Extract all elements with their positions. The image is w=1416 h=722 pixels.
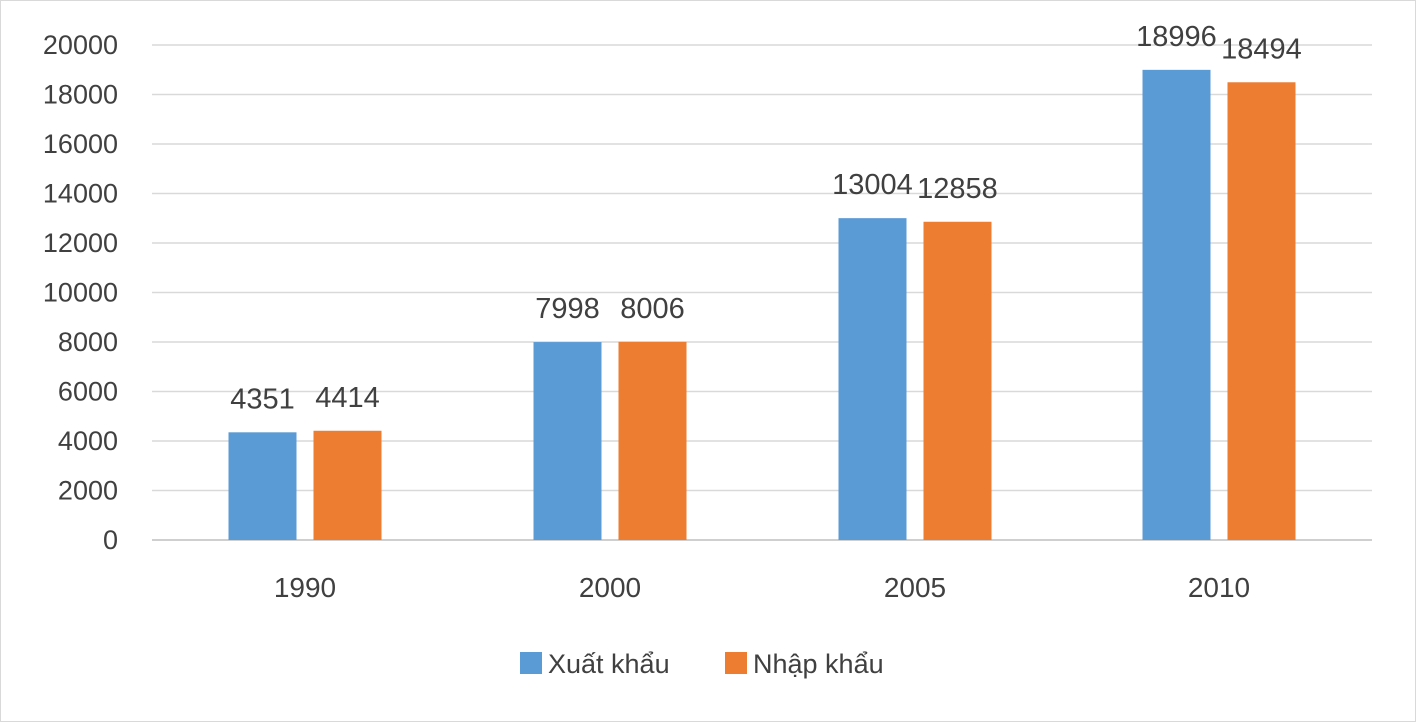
bar-nhap-khau-2000 (618, 341, 687, 540)
x-axis-ticks: 1990 2000 2005 2010 (274, 572, 1250, 603)
bar-nhap-khau-2005 (923, 221, 992, 540)
legend-label: Xuất khẩu (548, 649, 670, 679)
x-tick-label: 1990 (274, 572, 336, 603)
y-tick-label: 2000 (58, 476, 118, 506)
bar-xuat-khau-2010 (1142, 69, 1211, 540)
y-tick-label: 18000 (43, 80, 118, 110)
data-labels: 4351 4414 7998 8006 13004 12858 18996 18494 (230, 21, 1302, 415)
y-tick-label: 8000 (58, 327, 118, 357)
y-tick-label: 12000 (43, 228, 118, 258)
bar-nhap-khau-2010 (1227, 82, 1296, 540)
bar-xuat-khau-2000 (533, 342, 602, 540)
data-label: 8006 (620, 293, 685, 325)
y-tick-label: 0 (103, 525, 118, 555)
bar-xuat-khau-2005 (838, 218, 907, 540)
y-tick-label: 10000 (43, 278, 118, 308)
y-tick-label: 20000 (43, 30, 118, 60)
x-tick-label: 2005 (884, 572, 946, 603)
x-tick-label: 2000 (579, 572, 641, 603)
data-label: 4414 (315, 382, 380, 414)
x-tick-label: 2010 (1188, 572, 1250, 603)
data-label: 18996 (1136, 21, 1217, 53)
legend-swatch (520, 652, 542, 674)
data-label: 7998 (535, 293, 600, 325)
data-label: 18494 (1221, 33, 1302, 65)
data-label: 13004 (832, 169, 913, 201)
data-label: 4351 (230, 383, 295, 415)
y-tick-label: 14000 (43, 179, 118, 209)
bar-nhap-khau-1990 (313, 430, 382, 540)
y-tick-label: 4000 (58, 426, 118, 456)
y-tick-label: 6000 (58, 377, 118, 407)
legend-swatch (725, 652, 747, 674)
bar-xuat-khau-1990 (228, 432, 297, 540)
data-label: 12858 (917, 173, 998, 205)
legend: Xuất khẩu Nhập khẩu (520, 649, 884, 679)
y-tick-label: 16000 (43, 129, 118, 159)
legend-label: Nhập khẩu (753, 649, 884, 679)
bars (228, 69, 1296, 540)
y-axis-ticks: 0 2000 4000 6000 8000 10000 12000 14000 16000 180… (43, 30, 118, 555)
